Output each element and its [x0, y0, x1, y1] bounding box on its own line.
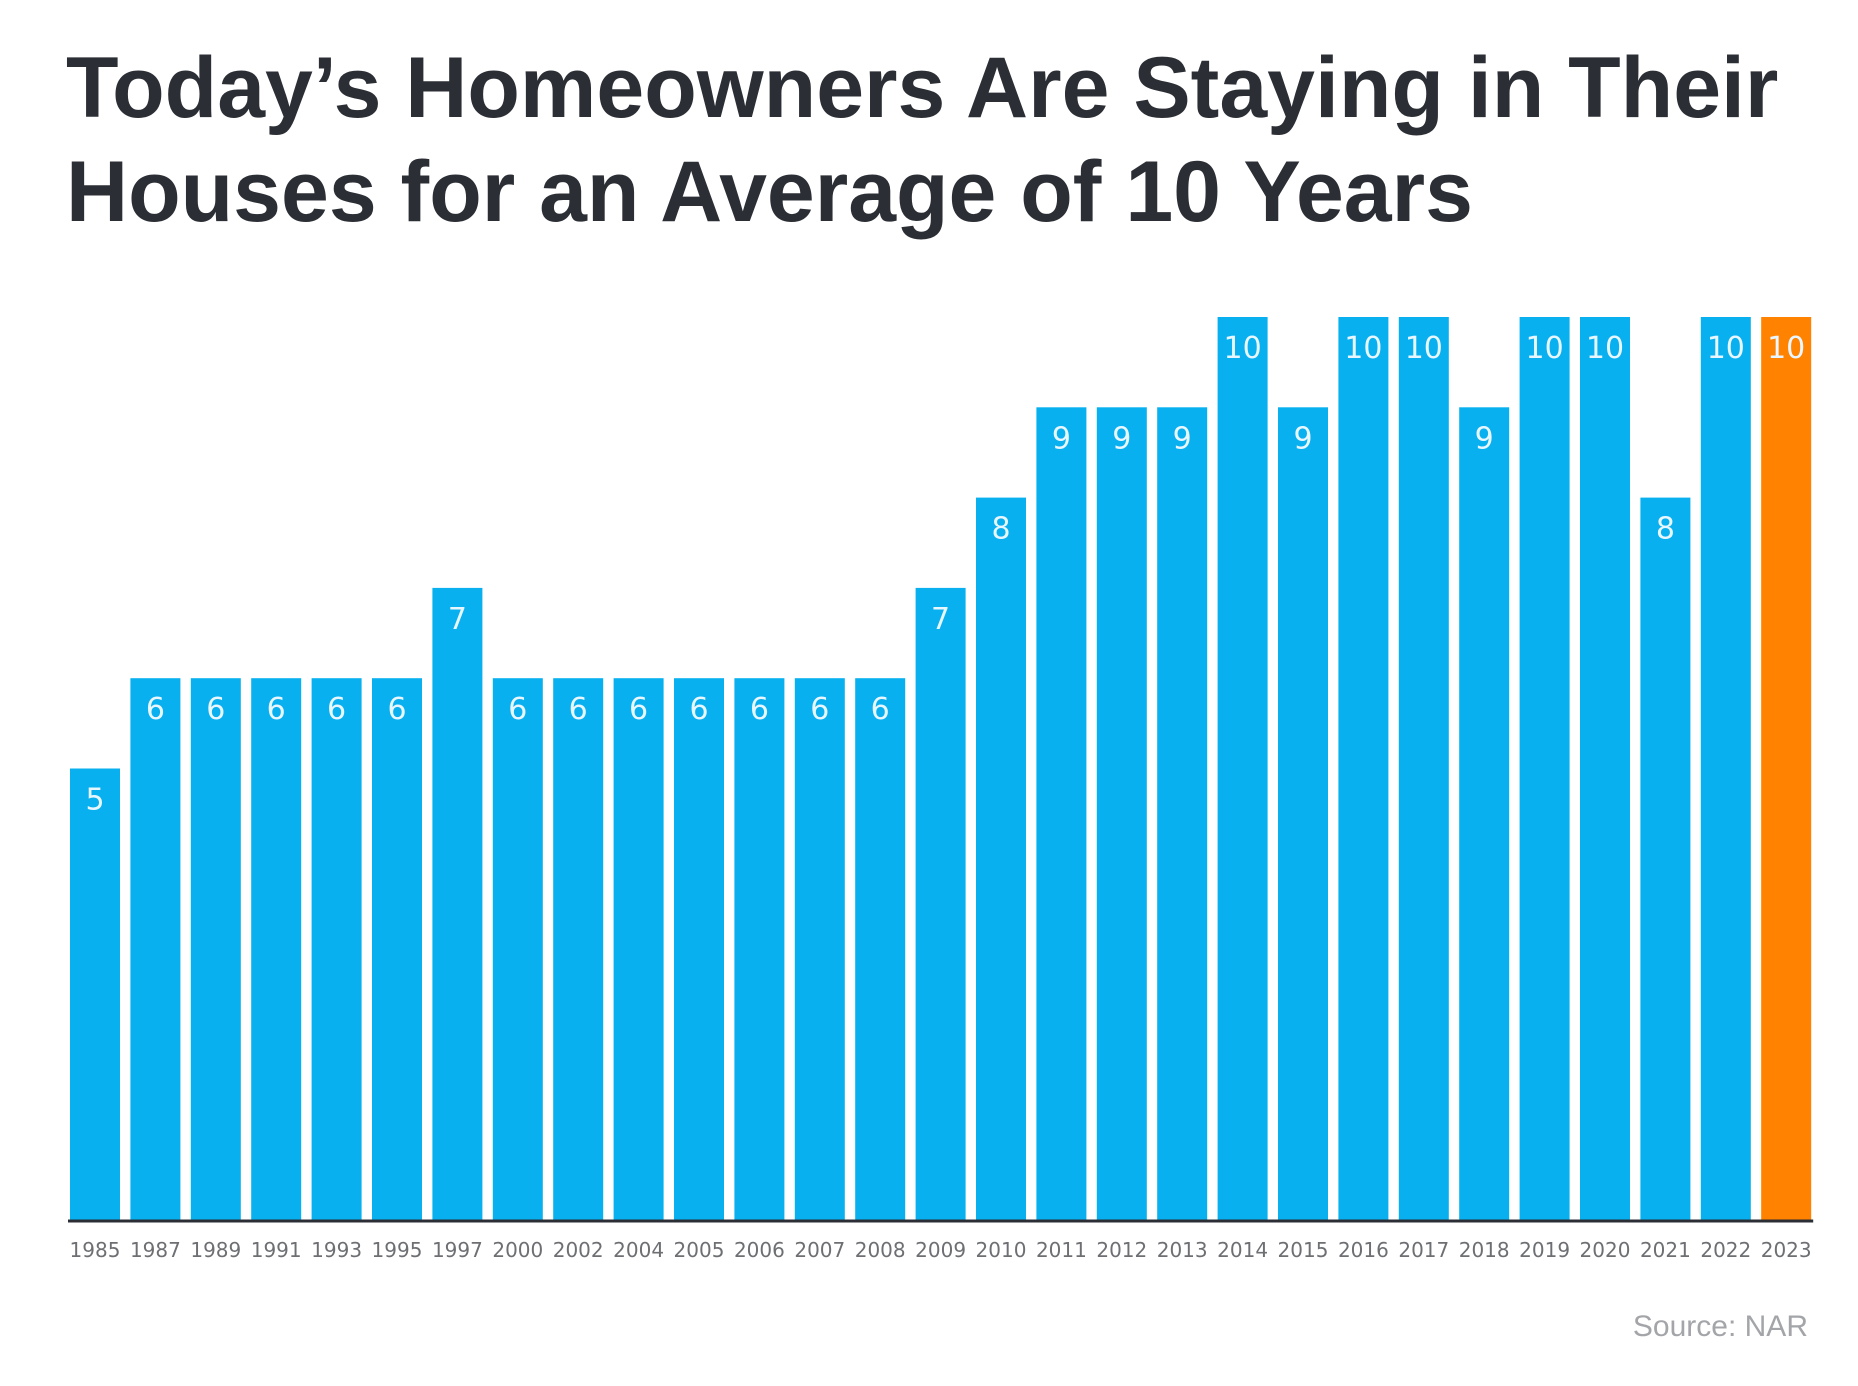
bar-2019	[1519, 317, 1570, 1220]
bar-2016	[1338, 317, 1389, 1220]
x-tick-label-2000: 2000	[492, 1238, 543, 1262]
bar-value-label-2002: 6	[569, 692, 588, 727]
bar-1995	[372, 678, 422, 1220]
chart-title: Today’s Homeowners Are Staying in Their …	[66, 40, 1779, 240]
bar-value-label-1989: 6	[206, 692, 225, 727]
bar-value-label-2014: 10	[1224, 331, 1262, 366]
bar-2015	[1278, 407, 1328, 1220]
bar-value-label-2007: 6	[810, 692, 829, 727]
bar-1985	[70, 768, 120, 1220]
x-tick-label-2007: 2007	[794, 1238, 845, 1262]
x-tick-label-1997: 1997	[432, 1238, 483, 1262]
x-tick-label-2023: 2023	[1761, 1238, 1812, 1262]
x-tick-labels-group: 1985 1987 1989 1991 1993 1995 1997 2000 2002 2004…	[70, 1238, 1812, 1262]
bars-group	[70, 317, 1812, 1221]
bar-value-label-2018: 9	[1475, 421, 1494, 456]
x-tick-label-1989: 1989	[190, 1238, 241, 1262]
bar-value-label-1995: 6	[387, 692, 406, 727]
x-tick-label-2011: 2011	[1036, 1238, 1087, 1262]
bar-value-label-2004: 6	[629, 692, 648, 727]
bar-2018	[1459, 407, 1510, 1220]
bar-2010	[976, 497, 1026, 1221]
bar-2020	[1580, 317, 1630, 1220]
bar-1997	[432, 587, 483, 1220]
bar-2002	[553, 678, 604, 1220]
bar-2017	[1398, 317, 1449, 1220]
bar-value-label-2013: 9	[1173, 421, 1192, 456]
x-tick-label-1985: 1985	[70, 1238, 121, 1262]
x-tick-label-2006: 2006	[734, 1238, 785, 1262]
x-tick-label-2012: 2012	[1096, 1238, 1147, 1262]
x-tick-label-2015: 2015	[1278, 1238, 1329, 1262]
bar-1989	[190, 678, 241, 1220]
source-note: Source: NAR	[1632, 1310, 1808, 1343]
bar-value-label-2006: 6	[750, 692, 769, 727]
bar-2023	[1761, 317, 1812, 1220]
bar-value-label-2009: 7	[931, 602, 950, 637]
x-tick-label-2020: 2020	[1580, 1238, 1631, 1262]
x-tick-label-2013: 2013	[1157, 1238, 1208, 1262]
x-tick-label-2016: 2016	[1338, 1238, 1389, 1262]
bar-value-label-2023: 10	[1767, 331, 1805, 366]
bar-1993	[311, 678, 362, 1220]
x-tick-label-2008: 2008	[855, 1238, 906, 1262]
x-tick-label-2018: 2018	[1459, 1238, 1510, 1262]
bar-value-label-2011: 9	[1052, 421, 1071, 456]
bar-value-label-2010: 8	[991, 512, 1010, 547]
bar-2005	[674, 678, 724, 1220]
bar-value-label-1985: 5	[85, 783, 104, 818]
x-tick-label-2021: 2021	[1640, 1238, 1691, 1262]
x-tick-label-2014: 2014	[1217, 1238, 1268, 1262]
bar-value-label-2016: 10	[1344, 331, 1382, 366]
bar-value-label-2022: 10	[1707, 331, 1745, 366]
bar-2009	[915, 587, 966, 1220]
bar-2013	[1157, 407, 1208, 1220]
bar-value-label-2020: 10	[1586, 331, 1624, 366]
bar-2008	[855, 678, 906, 1220]
x-tick-label-2010: 2010	[976, 1238, 1027, 1262]
bar-2006	[734, 678, 785, 1220]
bar-labels-group: 5 6 6 6 6 6 7 6 6 6 6 6 6 6 7 8 9 9 9 10 9 10 10 9 10 10 8 10 10	[85, 331, 1805, 818]
x-tick-label-2022: 2022	[1700, 1238, 1751, 1262]
bar-value-label-2000: 6	[508, 692, 527, 727]
bar-value-label-1991: 6	[267, 692, 286, 727]
x-tick-label-2002: 2002	[553, 1238, 604, 1262]
bar-value-label-1993: 6	[327, 692, 346, 727]
bar-2012	[1096, 407, 1147, 1220]
bar-2014	[1217, 317, 1268, 1220]
bar-value-label-2021: 8	[1656, 512, 1675, 547]
bar-2000	[492, 678, 543, 1220]
bar-value-label-1987: 6	[146, 692, 165, 727]
bar-value-label-1997: 7	[448, 602, 467, 637]
bar-2007	[794, 678, 845, 1220]
x-tick-label-2009: 2009	[915, 1238, 966, 1262]
x-tick-label-2019: 2019	[1519, 1238, 1570, 1262]
bar-2004	[613, 678, 664, 1220]
x-tick-label-1987: 1987	[130, 1238, 181, 1262]
bar-value-label-2017: 10	[1405, 331, 1443, 366]
bar-2011	[1036, 407, 1087, 1220]
x-tick-label-1995: 1995	[372, 1238, 423, 1262]
x-tick-label-2017: 2017	[1398, 1238, 1449, 1262]
x-tick-label-1993: 1993	[311, 1238, 362, 1262]
bar-value-label-2012: 9	[1112, 421, 1131, 456]
bar-value-label-2019: 10	[1526, 331, 1564, 366]
bar-chart: 5 6 6 6 6 6 7 6 6 6 6 6 6 6 7 8 9 9 9 10 9 10 10 9 10 10 8 10 10 198…	[68, 317, 1814, 1262]
bar-2022	[1700, 317, 1751, 1220]
bar-value-label-2015: 9	[1293, 421, 1312, 456]
bar-1987	[130, 678, 181, 1220]
bar-value-label-2008: 6	[871, 692, 890, 727]
x-tick-label-2004: 2004	[613, 1238, 664, 1262]
bar-value-label-2005: 6	[689, 692, 708, 727]
x-tick-label-1991: 1991	[251, 1238, 302, 1262]
x-tick-label-2005: 2005	[674, 1238, 725, 1262]
bar-2021	[1640, 497, 1691, 1221]
bar-1991	[251, 678, 302, 1220]
